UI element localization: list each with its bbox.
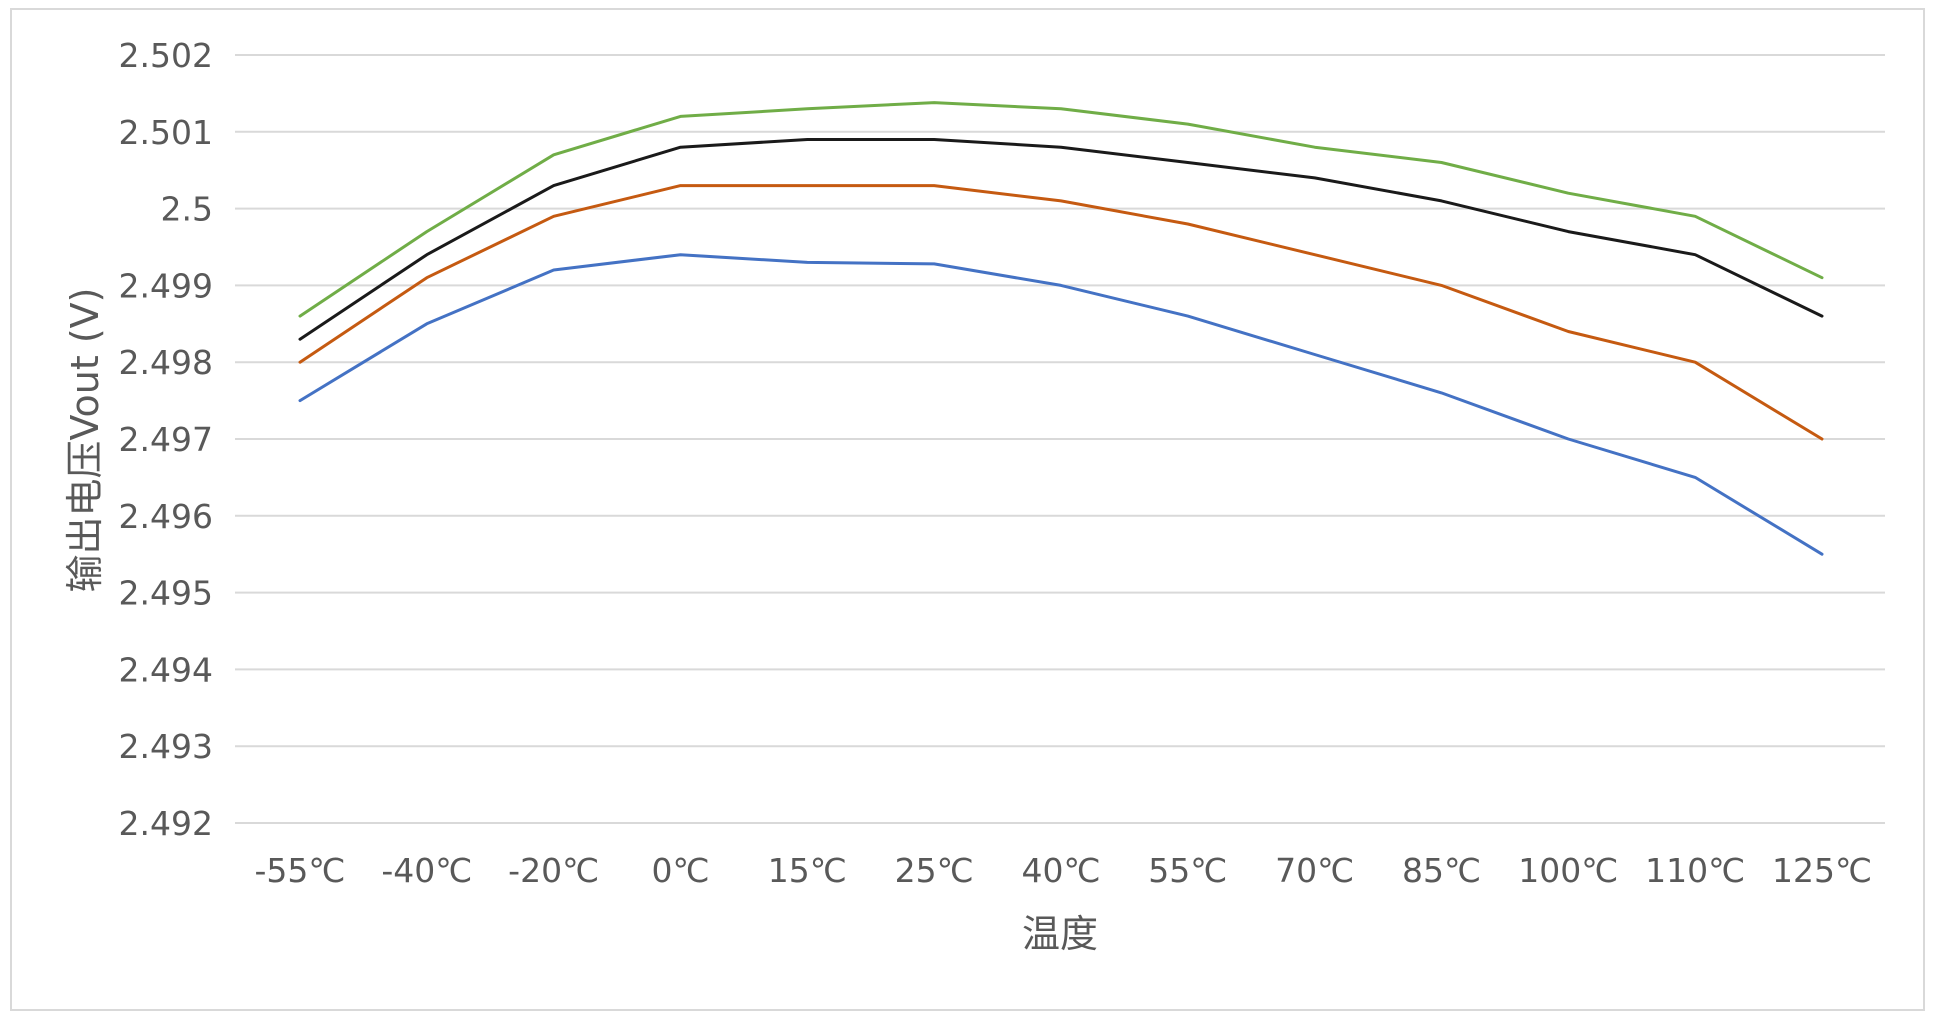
x-tick-labels: -55℃ -40℃ -20℃ 0℃ 15℃ 25℃ 40℃ 55℃ 70℃ 85℃ 100℃ 110℃… — [255, 851, 1873, 890]
x-tick-label: 70℃ — [1275, 851, 1354, 890]
x-tick-label: 40℃ — [1021, 851, 1100, 890]
y-tick-label: 2.502 — [119, 36, 213, 75]
y-tick-label: 2.497 — [119, 420, 213, 459]
y-tick-label: 2.498 — [119, 343, 213, 382]
y-tick-label: 2.495 — [119, 574, 213, 613]
y-tick-labels: 2.492 2.493 2.494 2.495 2.496 2.497 2.498 2.499… — [119, 36, 213, 843]
x-tick-label: -40℃ — [381, 851, 472, 890]
x-tick-label: 55℃ — [1148, 851, 1227, 890]
y-axis-title: 输出电压Vout (V) — [63, 287, 107, 592]
y-tick-label: 2.499 — [119, 266, 213, 305]
gridlines — [235, 54, 1885, 824]
y-tick-label: 2.492 — [119, 804, 213, 843]
x-tick-label: 15℃ — [768, 851, 847, 890]
x-tick-label: 110℃ — [1645, 851, 1745, 890]
y-tick-label: 2.494 — [119, 650, 213, 689]
series-line-2 — [298, 138, 1824, 341]
series-line-3 — [298, 184, 1824, 441]
y-tick-label: 2.501 — [119, 113, 213, 152]
chart-frame — [10, 8, 1925, 1011]
y-tick-label: 2.5 — [161, 190, 213, 229]
series-line-1 — [298, 101, 1824, 318]
x-tick-label: 125℃ — [1772, 851, 1872, 890]
series-line-4 — [298, 253, 1824, 556]
y-tick-label: 2.493 — [119, 727, 213, 766]
x-tick-label: -55℃ — [255, 851, 346, 890]
x-axis-title: 温度 — [1022, 912, 1098, 956]
x-tick-label: 0℃ — [651, 851, 709, 890]
x-tick-label: 85℃ — [1402, 851, 1481, 890]
x-tick-label: 25℃ — [895, 851, 974, 890]
series-lines — [298, 101, 1824, 556]
x-tick-label: -20℃ — [508, 851, 599, 890]
y-tick-label: 2.496 — [119, 497, 213, 536]
x-tick-label: 100℃ — [1518, 851, 1618, 890]
